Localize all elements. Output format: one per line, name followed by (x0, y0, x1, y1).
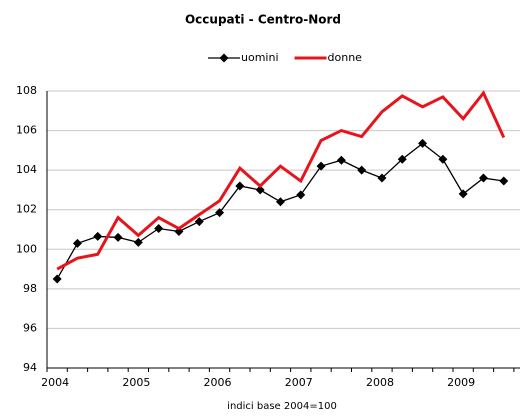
x-axis-label: indici base 2004=100 (227, 401, 337, 412)
marker (438, 154, 448, 164)
marker (219, 53, 229, 63)
marker (316, 161, 326, 171)
marker (72, 238, 82, 248)
y-tick-label: 102 (16, 203, 37, 216)
chart-title: Occupati - Centro-Nord (185, 13, 341, 27)
marker (377, 173, 387, 183)
marker (255, 185, 265, 195)
marker (133, 237, 143, 247)
y-tick-label: 98 (23, 282, 37, 295)
marker (397, 154, 407, 164)
marker (275, 197, 285, 207)
marker (113, 232, 123, 242)
marker (458, 189, 468, 199)
marker (194, 217, 204, 227)
x-tick-label: 2006 (204, 376, 232, 389)
legend-label: uomini (241, 51, 279, 64)
x-tick-label: 2005 (122, 376, 150, 389)
series-line (56, 142, 504, 280)
marker (296, 190, 306, 200)
marker (478, 173, 488, 183)
y-tick-label: 106 (16, 124, 37, 137)
y-tick-label: 94 (23, 361, 37, 374)
x-tick-label: 2008 (366, 376, 394, 389)
marker (174, 226, 184, 236)
x-tick-label: 2004 (41, 376, 69, 389)
marker (499, 176, 509, 186)
series-line (56, 90, 506, 271)
marker (215, 208, 225, 218)
y-tick-label: 104 (16, 163, 37, 176)
marker (93, 231, 103, 241)
y-tick-label: 96 (23, 321, 37, 334)
marker (336, 155, 346, 165)
y-tick-label: 108 (16, 84, 37, 97)
x-tick-label: 2009 (447, 376, 475, 389)
marker (154, 224, 164, 234)
marker (52, 274, 62, 284)
marker (235, 181, 245, 191)
marker (357, 165, 367, 175)
legend-label: donne (328, 51, 363, 64)
marker (418, 138, 428, 148)
y-tick-label: 100 (16, 242, 37, 255)
x-tick-label: 2007 (285, 376, 313, 389)
